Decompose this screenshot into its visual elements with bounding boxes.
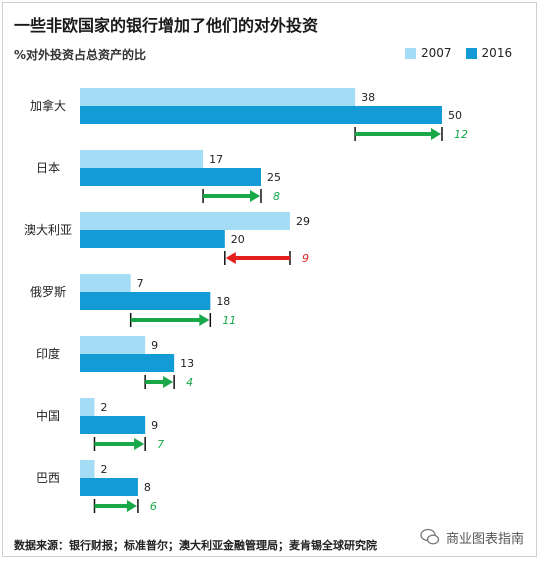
bar-2016 bbox=[80, 168, 261, 186]
bar-2007 bbox=[80, 274, 131, 292]
bar-2007 bbox=[80, 212, 290, 230]
change-arrow-head bbox=[431, 128, 441, 140]
watermark-text: 商业图表指南 bbox=[446, 531, 525, 547]
chart-title: 一些非欧国家的银行增加了他们的对外投资 bbox=[14, 16, 319, 35]
bar-2016 bbox=[80, 292, 211, 310]
bar-2016 bbox=[80, 478, 138, 496]
value-label-2016: 50 bbox=[448, 109, 462, 122]
value-label-2016: 18 bbox=[216, 295, 230, 308]
legend: 2007 2016 bbox=[405, 46, 512, 60]
value-label-2016: 8 bbox=[144, 481, 151, 494]
category-label: 俄罗斯 bbox=[30, 285, 66, 299]
watermark: 商业图表指南 bbox=[420, 527, 524, 547]
change-value-label: 4 bbox=[186, 376, 193, 389]
chat-bubble-icon bbox=[420, 528, 440, 545]
chart-frame bbox=[2, 2, 537, 557]
bar-2007 bbox=[80, 150, 204, 168]
category-label: 巴西 bbox=[36, 471, 60, 485]
value-label-2016: 25 bbox=[267, 171, 281, 184]
legend-label-2016: 2016 bbox=[481, 46, 513, 60]
legend-swatch-2016 bbox=[465, 47, 477, 59]
value-label-2007: 38 bbox=[361, 91, 375, 104]
change-value-label: 9 bbox=[302, 252, 309, 265]
value-label-2007: 9 bbox=[151, 339, 158, 352]
category-label: 加拿大 bbox=[30, 98, 66, 113]
bar-2007 bbox=[80, 398, 95, 416]
chart-subtitle: %对外投资占总资产的比 bbox=[14, 48, 147, 62]
change-value-label: 11 bbox=[222, 314, 236, 327]
value-label-2016: 9 bbox=[151, 419, 158, 432]
change-value-label: 12 bbox=[454, 128, 468, 141]
legend-label-2007: 2007 bbox=[421, 46, 452, 60]
bar-2016 bbox=[80, 106, 442, 124]
change-arrow-head bbox=[199, 314, 210, 326]
legend-swatch-2007 bbox=[405, 47, 416, 59]
change-arrow-head bbox=[163, 376, 174, 388]
bar-2007 bbox=[80, 88, 356, 106]
bar-2016 bbox=[80, 230, 225, 248]
value-label-2007: 29 bbox=[296, 215, 310, 228]
bar-2007 bbox=[80, 460, 95, 478]
bar-2016 bbox=[80, 354, 175, 372]
change-value-label: 6 bbox=[150, 500, 157, 513]
category-label: 印度 bbox=[36, 346, 60, 361]
change-arrow-head bbox=[250, 190, 260, 202]
change-arrow-head bbox=[225, 252, 236, 264]
category-label: 澳大利亚 bbox=[24, 223, 72, 237]
legend-item-2007: 2007 bbox=[405, 46, 452, 60]
change-arrow-head bbox=[134, 438, 145, 450]
value-label-2007: 2 bbox=[100, 401, 107, 414]
change-arrow-head bbox=[126, 500, 137, 512]
value-label-2007: 17 bbox=[209, 153, 223, 166]
legend-item-2016: 2016 bbox=[465, 46, 513, 60]
change-value-label: 7 bbox=[157, 438, 164, 451]
value-label-2016: 20 bbox=[231, 233, 245, 246]
value-label-2007: 7 bbox=[137, 277, 144, 290]
value-label-2016: 13 bbox=[180, 357, 194, 370]
value-label-2007: 2 bbox=[100, 463, 107, 476]
category-label: 中国 bbox=[36, 408, 60, 423]
data-source-note: 数据来源：银行财报；标准普尔；澳大利亚金融管理局；麦肯锡全球研究院 bbox=[14, 539, 377, 552]
category-label: 日本 bbox=[36, 161, 60, 175]
change-value-label: 8 bbox=[273, 190, 280, 203]
bar-2016 bbox=[80, 416, 146, 434]
bar-2007 bbox=[80, 336, 146, 354]
